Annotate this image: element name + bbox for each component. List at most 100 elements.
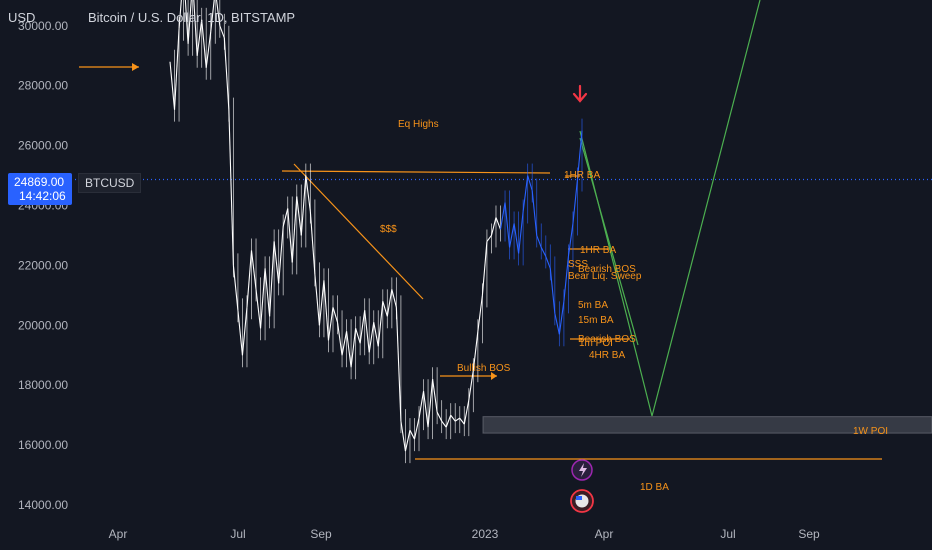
price-segment [309, 211, 316, 275]
price-segment [495, 217, 502, 230]
annotation-label: Bullish BOS [457, 363, 511, 374]
bos-arrowhead [491, 372, 497, 380]
price-segment [223, 37, 230, 110]
price-segment [305, 175, 311, 212]
annotation-label: 1D BA [640, 482, 669, 493]
price-segment [454, 417, 461, 422]
bar-countdown: 14:42:06 [19, 189, 66, 203]
annotation-label: Bear Liq. Sweep [568, 271, 642, 282]
y-tick-label: 20000.00 [18, 318, 68, 332]
price-segment [255, 289, 262, 329]
price-segment [260, 268, 266, 329]
price-segment [355, 328, 361, 344]
x-tick-label: Jul [230, 527, 245, 541]
price-segment [382, 301, 388, 317]
price-segment [472, 331, 479, 371]
price-segment [346, 331, 352, 368]
price-segment [350, 328, 357, 368]
price-segment [341, 331, 348, 356]
price-segment [504, 202, 511, 248]
price-segment [269, 241, 275, 317]
annotation-label: 5m BA [578, 300, 608, 311]
projection-path-inner [579, 137, 639, 346]
price-segment [250, 250, 257, 290]
price-segment [278, 226, 284, 284]
price-segment [193, 0, 198, 56]
zone-layer [482, 416, 932, 434]
price-segment [386, 289, 393, 317]
price-segment [364, 310, 370, 353]
annotation-label: Eq Highs [398, 119, 439, 130]
y-tick-label: 16000.00 [18, 438, 68, 452]
y-tick-label: 26000.00 [18, 139, 68, 153]
price-segment [567, 223, 574, 257]
price-segment [513, 223, 520, 254]
price-segment [336, 322, 343, 356]
annotation-label: $$$ [380, 224, 397, 235]
price-segment [409, 429, 415, 440]
price-segment [368, 322, 375, 353]
annotation-label: 15m BA [578, 315, 614, 326]
price-segment [499, 202, 506, 230]
y-tick-label: 14000.00 [18, 498, 68, 512]
current-price-value: 24869.00 [14, 175, 65, 189]
price-segment [531, 190, 538, 236]
annotation-label: 1m POI [579, 338, 613, 349]
price-segment [391, 289, 397, 308]
price-segment [576, 130, 583, 180]
price-segment [296, 196, 302, 236]
price-segment [545, 256, 551, 269]
price-segment [432, 379, 438, 413]
price-segment [518, 211, 524, 254]
x-tick-label: Jul [720, 527, 735, 541]
price-segment [318, 280, 325, 326]
price-segment [359, 310, 366, 344]
price-segment [481, 241, 488, 296]
price-segment [327, 307, 334, 341]
price-segment [215, 0, 221, 26]
price-segment [377, 301, 384, 347]
price-segment [427, 379, 434, 428]
price-segment [459, 417, 465, 425]
annotation-label: Bearish BOS [578, 334, 636, 345]
price-segment [572, 179, 579, 224]
x-tick-label: Sep [798, 527, 820, 541]
price-segment [540, 247, 547, 257]
drawing-layer [75, 0, 932, 460]
annotation-label: 1HR BA [580, 245, 616, 256]
price-segment [323, 280, 330, 341]
price-segment [241, 307, 248, 356]
price-segment [404, 430, 411, 452]
y-tick-label: 28000.00 [18, 79, 68, 93]
price-segment [450, 414, 456, 422]
annotation-label: Bearish BOS [578, 264, 636, 275]
price-segment [300, 175, 307, 236]
price-segment [187, 0, 192, 44]
price-segment [219, 25, 225, 38]
price-segment [373, 322, 379, 347]
price-segment [205, 31, 212, 68]
price-segment [413, 418, 420, 440]
price-segment [536, 235, 542, 248]
price-segment [436, 411, 443, 422]
price-segment [509, 223, 515, 248]
price-segment [232, 265, 239, 311]
price-segment [490, 217, 497, 236]
price-segment [477, 295, 483, 332]
price-segment [287, 208, 293, 263]
price-segment [291, 196, 298, 263]
annotation-label: SSS [568, 259, 588, 270]
annotation-label: 1W POI [853, 426, 888, 437]
x-tick-label: Sep [310, 527, 332, 541]
y-tick-label: 30000.00 [18, 19, 68, 33]
price-series [169, 0, 583, 464]
price-segment [418, 391, 425, 419]
price-segment [558, 301, 565, 335]
y-tick-label: 18000.00 [18, 378, 68, 392]
projection-path [579, 0, 761, 417]
price-segment [169, 61, 176, 110]
price-segment [563, 256, 569, 302]
current-price-tag: 24869.00 14:42:06 [8, 173, 72, 205]
